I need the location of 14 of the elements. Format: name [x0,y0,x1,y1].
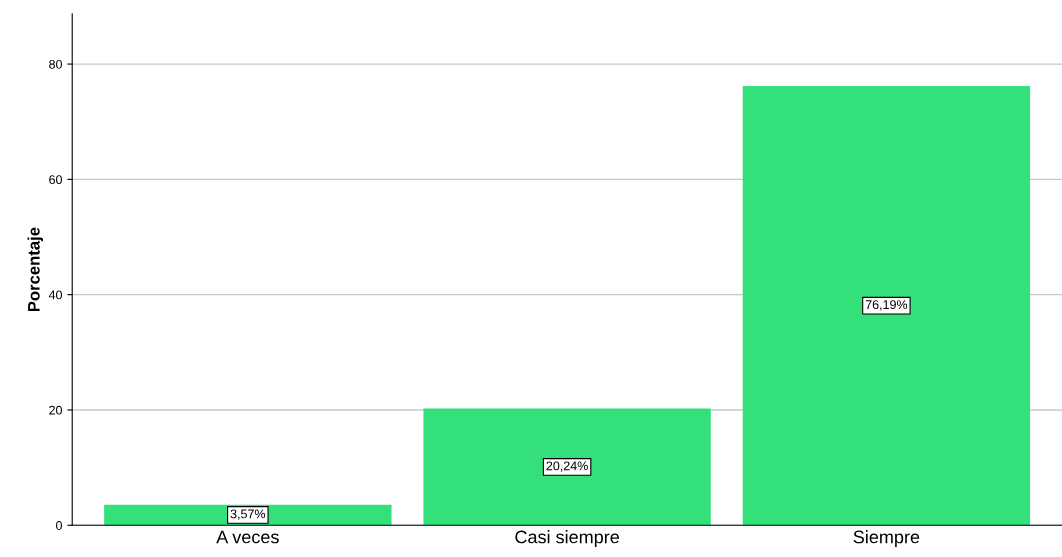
y-tick-label: 60 [49,175,63,185]
x-tick-label: Siempre [853,530,920,547]
data-label: 76,19% [865,300,908,311]
bar [423,408,711,526]
x-tick-label: A veces [216,530,279,544]
y-tick-label: 40 [48,290,63,300]
data-label: 20,24% [546,461,588,472]
y-tick-label: 0 [56,521,63,530]
bar [742,86,1031,526]
y-tick-label: 20 [49,405,63,415]
y-tick-label: 80 [49,59,63,69]
x-tick-label: Casi siempre [515,530,619,547]
data-label: 3,57% [230,509,266,520]
y-axis-title: Porcentaje [27,227,44,312]
